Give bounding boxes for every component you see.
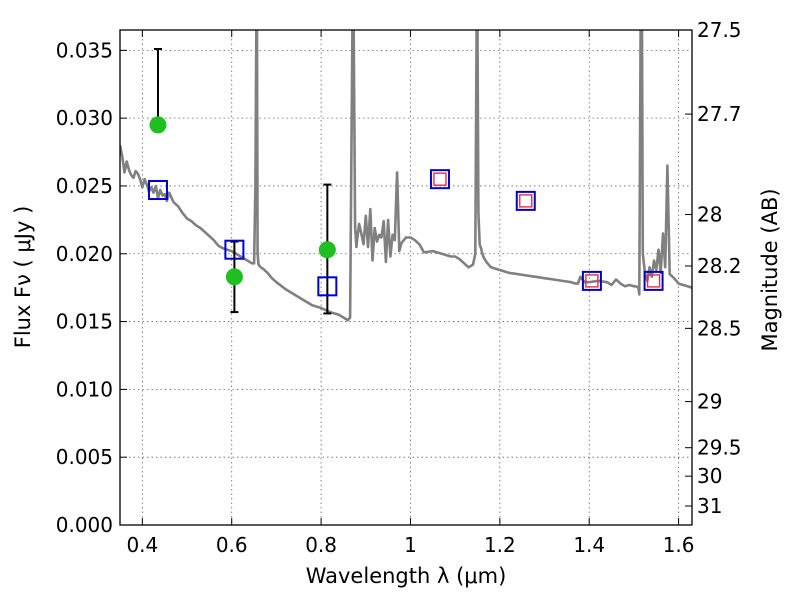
x-tick-label: 1.6 [663,533,695,557]
y2-tick-label: 27.7 [697,102,742,126]
observed-point [318,241,336,259]
y2-tick-label: 30 [697,464,722,488]
model-band-square [515,190,536,211]
y2-tick-label: 29.5 [697,436,742,460]
grid [120,30,692,526]
ticks [120,29,692,526]
measured-band-square [585,274,599,288]
x-tick-label: 0.8 [305,533,337,557]
observed-point [225,268,243,286]
y2-tick-label: 29 [697,390,722,414]
y2-tick-label: 28 [697,202,722,226]
y-tick-label: 0.020 [56,242,113,266]
model-band-square [643,270,664,291]
points-layer [147,116,664,297]
y2-tick-label: 28.5 [697,316,742,340]
measured-band-square [646,274,661,288]
y-tick-label: 0.030 [56,106,113,130]
model-band-square [581,270,602,291]
plot-frame [119,29,693,526]
y2-tick-label: 27.5 [697,18,742,42]
y-tick-label: 0.010 [56,377,113,401]
y2-tick-label: 28.2 [697,254,742,278]
y-tick-label: 0.005 [56,445,113,469]
model-band-square [147,180,168,201]
x-tick-label: 1 [404,533,417,557]
y2-tick-label: 31 [697,494,722,518]
observed-point [149,116,167,134]
y2-axis-label: Magnitude (AB) [758,188,782,351]
x-tick-label: 1.2 [484,533,516,557]
measured-band-square [519,194,533,208]
y-tick-label: 0.025 [56,174,113,198]
model-spectrum-line [120,30,692,322]
tick-labels: 0.4 0.6 0.8 1 1.2 1.4 1.6 0.000 0.005 0.010 0.015 0… [56,18,742,557]
x-tick-label: 0.6 [216,533,248,557]
x-tick-label: 0.4 [126,533,158,557]
model-band-square [317,276,338,297]
y-tick-label: 0.000 [56,513,113,537]
model-spectrum-layer [120,30,692,322]
x-tick-label: 1.4 [573,533,605,557]
measured-band-square [433,172,447,186]
model-band-square [429,169,450,190]
y-tick-label: 0.035 [56,38,113,62]
y-axis-label: Flux Fν ( μJy ) [11,206,35,349]
model-band-square [224,239,245,260]
y-tick-label: 0.015 [56,310,113,334]
x-axis-label: Wavelength λ (μm) [306,564,507,588]
errorbar-layer [153,47,332,315]
